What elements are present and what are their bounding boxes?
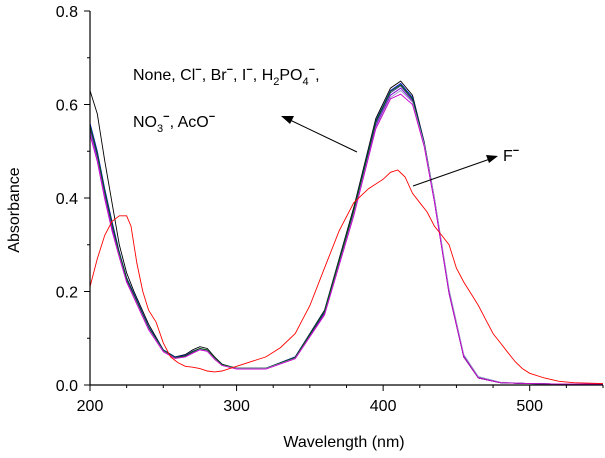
y-tick-label: 0.2 bbox=[56, 285, 78, 302]
arrow-to-fluoride bbox=[412, 158, 491, 187]
series-line-2 bbox=[89, 82, 603, 385]
x-axis-title: Wavelength (nm) bbox=[283, 434, 404, 451]
y-tick-label: 0.0 bbox=[56, 378, 78, 395]
x-tick-label: 400 bbox=[370, 398, 397, 415]
tick-labels: 200 300 400 500 0.0 0.2 0.4 0.6 0.8 bbox=[56, 4, 543, 415]
annot-h: , H bbox=[253, 67, 273, 84]
series-line-8 bbox=[89, 169, 604, 385]
annot-h2po4-charge: − bbox=[309, 64, 315, 76]
annot-po: PO bbox=[279, 67, 302, 84]
x-tick-label: 500 bbox=[516, 398, 543, 415]
x-tick-label: 300 bbox=[223, 398, 250, 415]
annot-br: , Br bbox=[202, 67, 228, 84]
annotation-line1: None, Cl−, Br−, I−, H2PO4−, bbox=[133, 64, 320, 88]
series-line-7 bbox=[89, 93, 603, 385]
annot-f-charge: − bbox=[513, 145, 519, 157]
annot-no-subscript: 3 bbox=[157, 123, 163, 135]
plot-lines bbox=[89, 80, 604, 385]
annotation-arrows bbox=[281, 116, 498, 187]
annot-f: F bbox=[503, 148, 513, 165]
arrowhead-anion-group bbox=[281, 116, 294, 124]
annot-po-subscript: 4 bbox=[303, 76, 309, 88]
arrowhead-fluoride bbox=[486, 155, 498, 163]
annot-i: , I bbox=[233, 67, 246, 84]
annot-aco-charge: − bbox=[209, 111, 215, 123]
annot-none-cl: None, Cl bbox=[133, 67, 195, 84]
annot-comma: , bbox=[315, 67, 319, 84]
annotation-line2: NO3−, AcO− bbox=[133, 111, 215, 135]
arrow-to-anion-group bbox=[289, 119, 358, 153]
series-line-5 bbox=[89, 84, 603, 385]
y-tick-label: 0.8 bbox=[56, 4, 78, 21]
axes bbox=[84, 10, 604, 391]
y-tick-label: 0.6 bbox=[56, 98, 78, 115]
annot-br-charge: − bbox=[227, 64, 233, 76]
annot-i-charge: − bbox=[246, 64, 252, 76]
y-axis-title: Absorbance bbox=[6, 167, 23, 252]
annot-h-subscript: 2 bbox=[273, 76, 279, 88]
series-line-1 bbox=[89, 80, 603, 385]
annot-aco: , AcO bbox=[170, 114, 209, 131]
y-tick-label: 0.4 bbox=[56, 191, 78, 208]
annot-no: NO bbox=[133, 114, 157, 131]
annot-no3-charge: − bbox=[163, 111, 169, 123]
annotation-fluoride: F− bbox=[503, 145, 519, 165]
annot-cl-charge: − bbox=[195, 64, 201, 76]
x-tick-label: 200 bbox=[77, 398, 104, 415]
